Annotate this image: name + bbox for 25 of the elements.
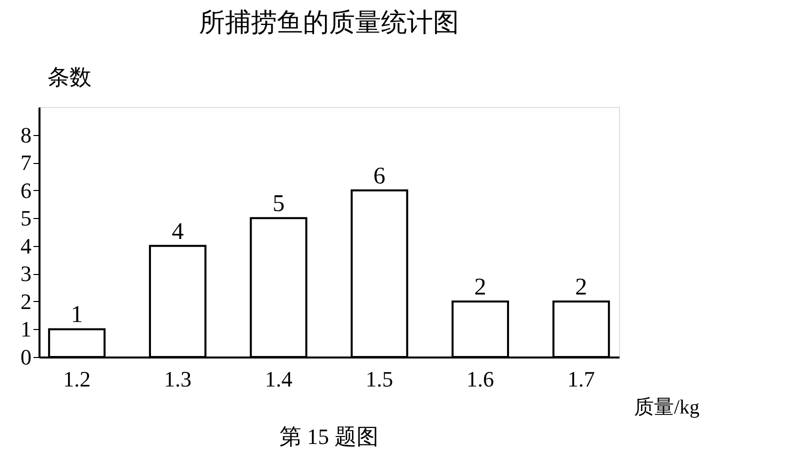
x-tick-label: 1.6 — [466, 366, 494, 392]
y-tick-label: 6 — [20, 178, 32, 203]
x-tick-label: 1.5 — [366, 366, 394, 392]
x-tick-label: 1.2 — [63, 366, 91, 392]
y-tick-label: 1 — [20, 316, 32, 342]
y-tick-label: 8 — [20, 122, 32, 148]
data-label: 6 — [373, 163, 386, 190]
y-tick-label: 0 — [20, 344, 32, 370]
data-label: 4 — [172, 218, 184, 245]
data-label: 1 — [70, 302, 83, 328]
data-label: 2 — [474, 274, 486, 300]
chart-title: 所捕捞鱼的质量统计图 — [199, 7, 459, 37]
x-tick-label: 1.3 — [164, 366, 192, 392]
data-label: 2 — [575, 274, 588, 300]
y-tick-label: 7 — [20, 150, 32, 176]
y-axis-title: 条数 — [48, 64, 92, 90]
x-tick-label: 1.4 — [264, 366, 292, 392]
x-tick-label: 1.7 — [567, 366, 595, 392]
x-axis-title: 质量/kg — [634, 396, 700, 418]
y-tick-label: 5 — [20, 206, 32, 231]
text: 第 15 题图 — [280, 424, 378, 449]
y-tick-label: 2 — [20, 288, 32, 314]
data-label: 5 — [272, 191, 285, 218]
y-tick-label: 4 — [20, 233, 32, 258]
y-tick-label: 3 — [20, 261, 32, 286]
